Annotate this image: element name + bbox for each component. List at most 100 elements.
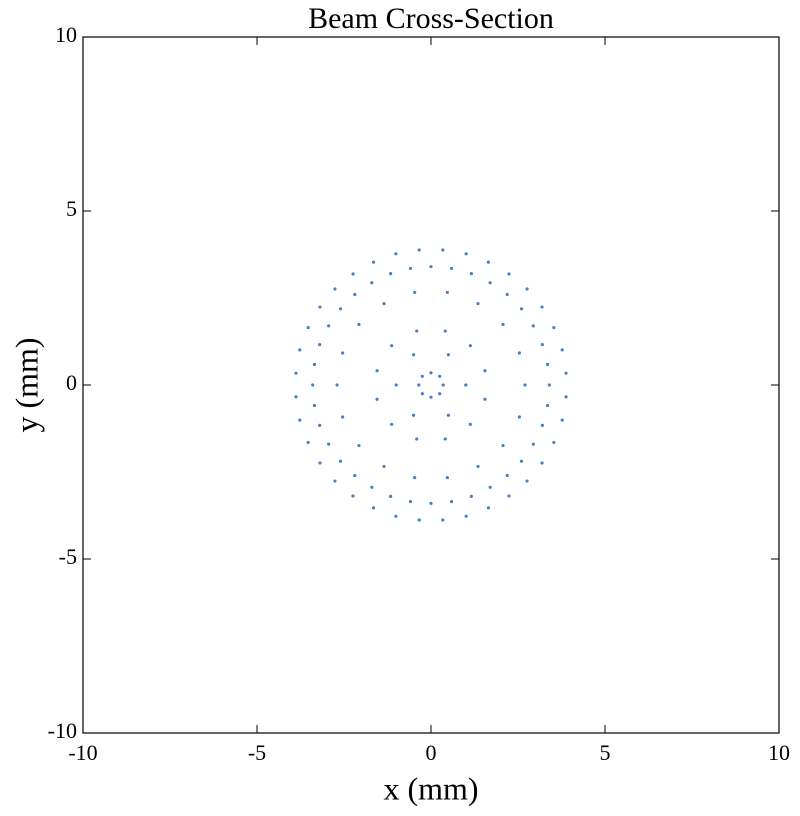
point [312,403,317,408]
point [438,374,442,378]
point [371,506,376,510]
point [318,461,322,465]
point [488,485,492,489]
point [394,514,398,518]
point [552,440,556,445]
point [519,459,524,463]
x-axis-label: x (mm) [383,770,478,806]
point [318,343,322,347]
point [429,265,433,269]
point [507,272,511,276]
point [540,461,544,465]
point [443,329,447,333]
point [333,287,337,291]
point [412,413,416,417]
point [443,437,447,441]
point [417,518,421,522]
point [390,344,394,348]
point [429,395,433,399]
point [545,362,550,367]
point [501,322,505,327]
point [408,499,413,504]
point [420,392,424,396]
point [483,397,487,401]
y-tick-label: 5 [66,196,77,221]
point [408,266,413,271]
point [375,397,379,401]
y-axis-label: y (mm) [8,337,44,432]
point [445,290,449,295]
point [525,479,529,483]
point [415,437,419,441]
point [540,343,544,347]
point [341,351,345,355]
x-tick-label: -5 [248,740,266,765]
point [486,506,491,510]
point [488,281,492,285]
chart-title: Beam Cross-Section [308,2,554,35]
point [318,423,322,427]
point [312,362,317,367]
point [469,494,473,498]
point [525,287,529,291]
point [353,292,357,297]
point [338,307,343,311]
x-tick-label: 0 [426,740,437,765]
point [507,494,511,498]
point [564,395,568,399]
point [382,464,386,469]
point [505,292,509,297]
point [483,369,487,373]
point [446,353,450,357]
point [394,252,398,256]
point [560,418,564,422]
point [415,329,419,333]
point [298,348,302,352]
point [351,272,355,276]
point [370,281,374,285]
point [476,301,480,306]
point [469,272,473,276]
point [552,325,556,330]
point [394,383,398,387]
point [441,248,445,252]
point [464,514,468,518]
point [306,440,310,445]
point [417,248,421,252]
point [412,353,416,357]
x-tick-label: 10 [768,740,790,765]
point [446,413,450,417]
y-tick-label: 0 [66,370,77,395]
point [382,301,386,306]
point [357,443,361,448]
point [505,473,509,478]
point [531,442,535,446]
point [413,290,417,295]
point [464,383,468,387]
point [441,518,445,522]
plot-frame [82,36,780,734]
point [564,371,568,375]
point [311,383,315,387]
point [540,423,544,427]
point [357,322,361,327]
point [449,266,454,271]
y-tick-label: -10 [48,718,77,743]
point [540,305,544,309]
point [306,325,310,330]
point [294,395,298,399]
point [389,272,393,276]
point [468,422,472,426]
point [351,494,355,498]
point [390,422,394,426]
point [545,403,550,408]
point [445,475,449,480]
point [501,443,505,448]
point [523,383,527,387]
point [335,383,339,387]
point [468,344,472,348]
point [370,485,374,489]
point [464,252,468,256]
y-tick-label: -5 [59,544,77,569]
